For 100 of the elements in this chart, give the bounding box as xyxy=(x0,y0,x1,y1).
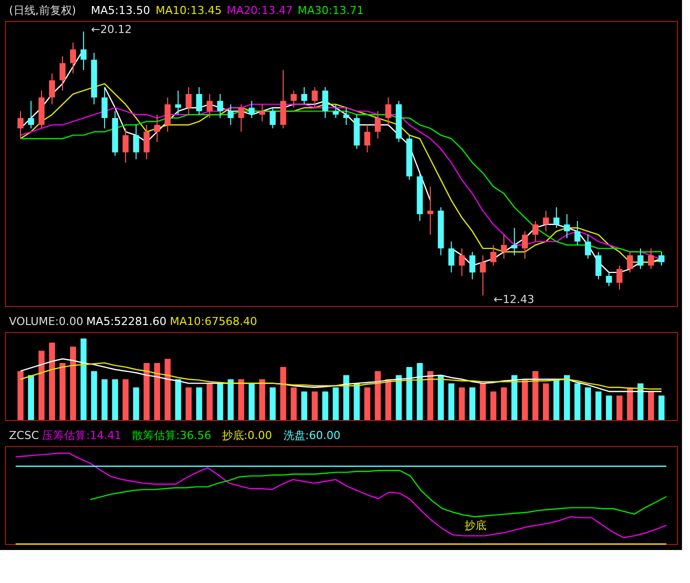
candlestick xyxy=(584,234,591,260)
text: MA10:67568.40 xyxy=(170,315,258,328)
bar xyxy=(438,375,444,420)
candlestick xyxy=(60,56,66,92)
bar xyxy=(196,387,202,420)
chart-title: (日线,前复权) xyxy=(9,4,76,17)
bar xyxy=(280,367,286,420)
candlestick xyxy=(658,251,664,266)
bar xyxy=(343,375,350,420)
text: MA30:13.71 xyxy=(298,4,364,17)
candlestick xyxy=(70,42,76,74)
candlestick xyxy=(500,234,507,260)
candlestick xyxy=(80,31,87,70)
candlestick xyxy=(248,100,255,119)
bar xyxy=(248,383,255,420)
candlestick xyxy=(542,210,549,232)
bar xyxy=(18,371,24,420)
bar xyxy=(91,371,98,420)
candlestick xyxy=(522,230,528,260)
bar xyxy=(385,379,392,420)
candlestick xyxy=(637,248,644,270)
annotation: ←20.12 xyxy=(91,23,132,36)
bar xyxy=(60,362,66,420)
candlestick xyxy=(154,114,160,143)
bar xyxy=(301,391,308,420)
candlestick xyxy=(332,104,339,119)
bar xyxy=(206,383,213,420)
bar xyxy=(80,338,87,420)
text: MA5:52281.60 xyxy=(86,315,167,328)
bar xyxy=(564,375,570,420)
bar xyxy=(606,396,612,420)
candlestick xyxy=(228,104,234,126)
candlestick xyxy=(270,107,276,129)
annotation: 抄底 xyxy=(464,519,486,532)
bar xyxy=(312,391,318,420)
bar xyxy=(322,391,328,420)
candlestick xyxy=(606,272,612,287)
bar xyxy=(122,379,129,420)
candlestick xyxy=(144,124,150,160)
candlestick xyxy=(290,90,297,108)
bar xyxy=(574,383,580,420)
bar xyxy=(469,387,476,420)
bar xyxy=(354,383,360,420)
bar xyxy=(49,342,56,420)
bar xyxy=(658,396,664,420)
candlestick xyxy=(427,186,434,236)
candlestick xyxy=(301,86,308,105)
bar xyxy=(553,379,560,420)
candlestick xyxy=(374,110,381,140)
candlestick xyxy=(259,104,266,122)
candlestick xyxy=(322,86,328,119)
bar xyxy=(28,375,34,420)
bar xyxy=(396,375,402,420)
bar xyxy=(38,350,45,420)
text: MA5:13.50 xyxy=(90,4,150,17)
bar xyxy=(70,346,76,420)
text: 抄底:0.00 xyxy=(222,429,272,442)
bar xyxy=(542,383,549,420)
bar xyxy=(144,362,150,420)
bar xyxy=(458,387,465,420)
candlestick xyxy=(217,94,224,119)
bar xyxy=(448,383,454,420)
bar xyxy=(480,383,486,420)
candlestick xyxy=(238,104,244,132)
candlestick xyxy=(626,251,633,273)
annotation: ←12.43 xyxy=(494,293,534,306)
bar xyxy=(102,379,108,420)
bar xyxy=(332,387,339,420)
bar xyxy=(259,379,266,420)
candlestick xyxy=(648,248,654,270)
candlestick xyxy=(448,241,454,273)
candlestick xyxy=(133,124,140,160)
candlestick xyxy=(364,124,370,153)
bar xyxy=(270,387,276,420)
candlestick xyxy=(595,251,602,280)
bar xyxy=(112,379,118,420)
bar xyxy=(637,383,644,420)
bar xyxy=(595,391,602,420)
candlestick xyxy=(196,86,202,116)
candlestick xyxy=(28,100,34,129)
candlestick xyxy=(164,96,171,132)
candlestick xyxy=(553,206,560,228)
text: 散筹估算:36.56 xyxy=(132,429,212,442)
bar xyxy=(364,387,370,420)
bar xyxy=(238,379,244,420)
candlestick xyxy=(564,214,570,239)
bar xyxy=(648,391,654,420)
text: 洗盘:60.00 xyxy=(283,429,341,442)
bar xyxy=(154,362,160,420)
candlestick xyxy=(186,86,192,116)
bar xyxy=(290,387,297,420)
bar xyxy=(406,367,412,420)
candlestick xyxy=(469,251,476,280)
candlestick xyxy=(343,107,350,126)
candlestick xyxy=(490,244,496,266)
bar xyxy=(175,379,182,420)
bar xyxy=(186,387,192,420)
bar xyxy=(374,371,381,420)
candlestick xyxy=(532,220,538,242)
bar xyxy=(217,383,224,420)
